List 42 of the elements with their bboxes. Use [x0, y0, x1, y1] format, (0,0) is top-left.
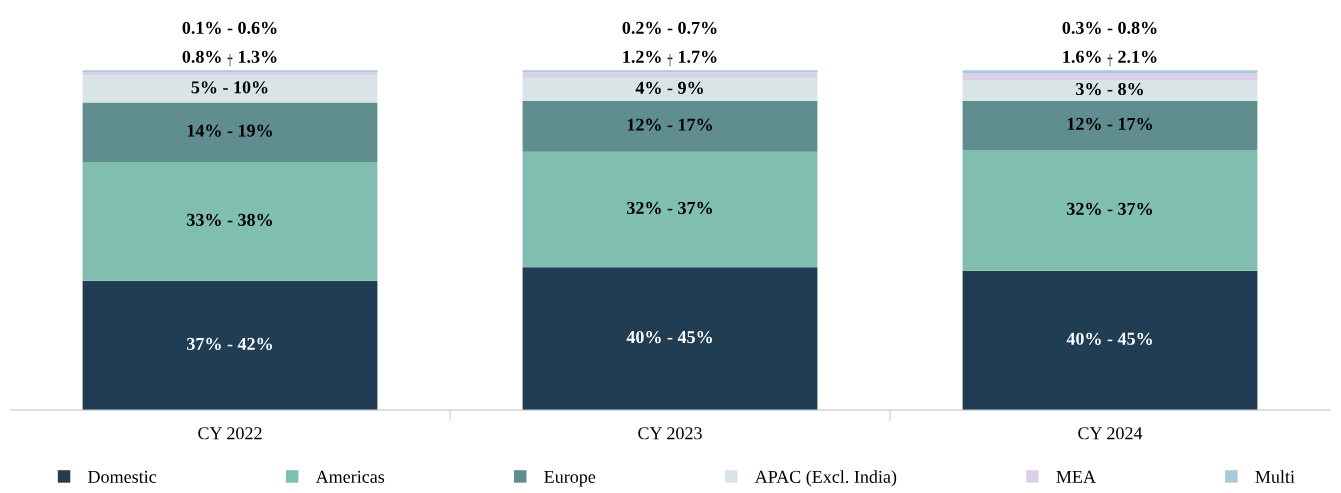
bar: [522, 70, 818, 73]
bar: [522, 72, 818, 79]
bar: [82, 102, 378, 162]
bar: [962, 150, 1258, 271]
text: 1.6% - 2.1%: [1063, 50, 1157, 63]
text: 0.2% - 0.7%: [622, 21, 717, 35]
bar: [522, 78, 818, 101]
bar: [962, 80, 1258, 101]
text: 0.8% - 1.3%: [182, 50, 277, 63]
annotation: 32% - 37%: [627, 201, 712, 215]
bar: [962, 100, 1258, 151]
annotation: 3% - 8%: [1076, 82, 1143, 96]
bar: [82, 161, 378, 281]
bar: [522, 267, 818, 410]
legend-label: Domestic: [88, 470, 157, 483]
legend-label: MEA: [1056, 470, 1096, 483]
bar: [962, 270, 1258, 410]
annotation: 12% - 17%: [1067, 117, 1152, 130]
bar: [522, 151, 818, 268]
legend-label: Multi: [1255, 470, 1295, 483]
x-tick-label: CY 2022: [198, 427, 262, 440]
legend-label: Americas: [315, 470, 385, 483]
annotation: 40% - 45%: [626, 330, 712, 344]
bar: [82, 280, 378, 410]
text: 0.1% - 0.6%: [182, 21, 277, 35]
annotation: 33% - 38%: [187, 213, 272, 226]
annotation: 40% - 45%: [1066, 332, 1152, 345]
annotation: 12% - 17%: [627, 118, 712, 131]
annotation: 5% - 10%: [191, 81, 268, 94]
legend-label: APAC (Excl. India): [754, 470, 897, 487]
bar: [82, 75, 378, 103]
text: 1.2% - 1.7%: [623, 50, 717, 63]
bar: [962, 70, 1258, 74]
text: 0.3% - 0.8%: [1062, 21, 1157, 35]
x-tick-label: CY 2024: [1078, 427, 1143, 440]
x-tick-label: CY 2023: [638, 427, 702, 440]
annotation: 32% - 37%: [1067, 202, 1152, 215]
annotation: 4% - 9%: [635, 81, 703, 94]
legend-label: Europe: [544, 470, 596, 487]
annotation: 37% - 42%: [187, 337, 272, 351]
bar: [522, 100, 818, 152]
annotation: 14% - 19%: [187, 124, 272, 137]
